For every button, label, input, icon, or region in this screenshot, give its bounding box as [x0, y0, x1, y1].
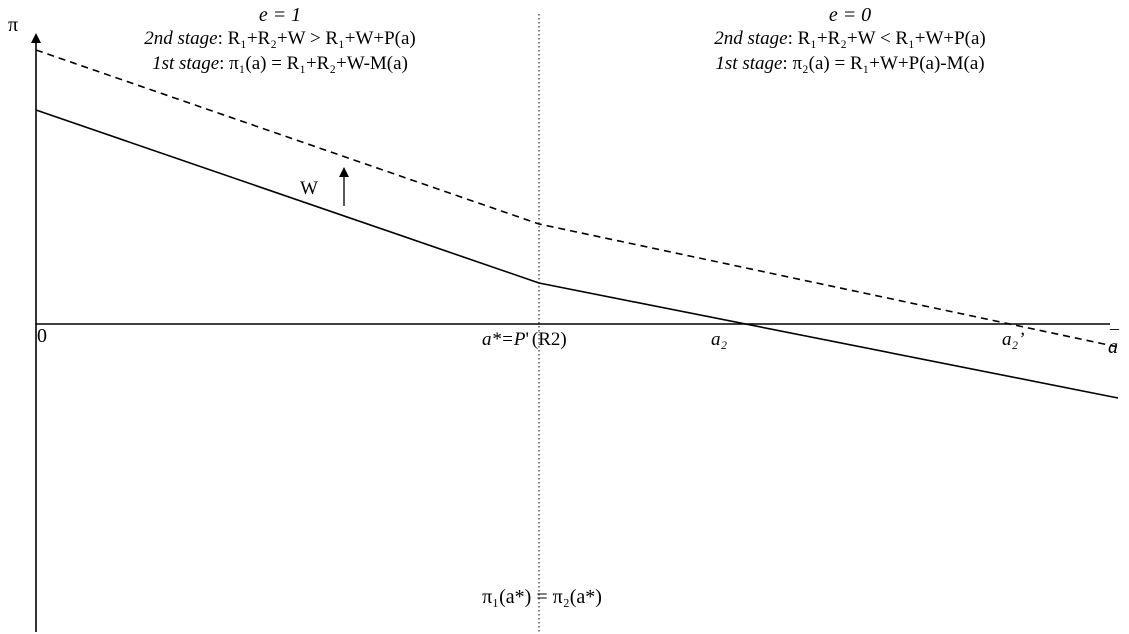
left-stage2: 2nd stage: R₁+R₂+W > R₁+W+P(a) [144, 28, 416, 49]
right-stage1-lead: 1st stage [715, 53, 782, 74]
left-stage1-eq: : π₁(a) = R₁+R₂+W-M(a) [219, 53, 408, 74]
a-star-main: a*=P [482, 329, 526, 350]
left-stage2-lead: 2nd stage [144, 28, 217, 49]
left-stage2-eq: : R₁+R₂+W > R₁+W+P(a) [218, 28, 416, 49]
right-stage2-lead: 2nd stage [714, 28, 787, 49]
a2-prime-label: a₂’ [1002, 329, 1024, 350]
right-stage1: 1st stage: π₂(a) = R₁+W+P(a)-M(a) [715, 53, 984, 74]
y-axis-label: π [8, 14, 18, 36]
right-stage2: 2nd stage: R₁+R₂+W < R₁+W+P(a) [714, 28, 986, 49]
right-header: e = 0 [829, 4, 871, 26]
a-star-label: a*=P' (R2) [482, 329, 567, 350]
dashed-payoff-curve [35, 49, 1119, 348]
right-stage2-eq: : R₁+R₂+W < R₁+W+P(a) [788, 28, 986, 49]
origin-label: 0 [37, 325, 47, 347]
shift-label: W [300, 178, 318, 199]
left-header: e = 1 [259, 4, 301, 26]
x-axis-bar: – [1109, 318, 1120, 338]
left-stage1-lead: 1st stage [152, 53, 219, 74]
a-star-arg: (R2) [532, 329, 567, 350]
right-stage1-eq: : π₂(a) = R₁+W+P(a)-M(a) [782, 53, 984, 74]
a-star-prime: ' [525, 329, 528, 350]
left-stage1: 1st stage: π₁(a) = R₁+R₂+W-M(a) [152, 53, 408, 74]
bottom-equation: π₁(a*) = π₂(a*) [482, 586, 602, 608]
solid-payoff-curve [35, 109, 1119, 399]
a2-label: a₂ [711, 329, 728, 350]
x-axis-label: a [1108, 336, 1118, 358]
